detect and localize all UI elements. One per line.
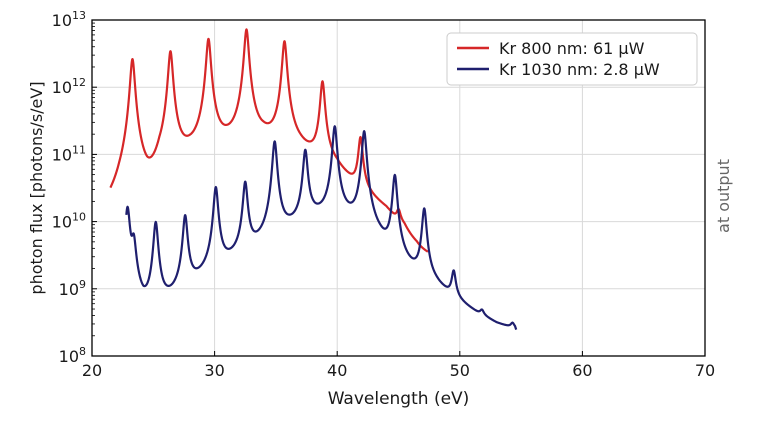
y-tick-label: 108 bbox=[59, 345, 86, 366]
legend-label: Kr 1030 nm: 2.8 μW bbox=[499, 60, 660, 79]
y-tick-label: 109 bbox=[59, 278, 86, 299]
y-tick-label: 1010 bbox=[52, 211, 86, 232]
legend-box bbox=[446, 32, 698, 86]
x-tick-label: 50 bbox=[450, 361, 470, 380]
x-tick-label: 20 bbox=[82, 361, 102, 380]
legend-label: Kr 800 nm: 61 μW bbox=[499, 39, 645, 58]
x-axis-label: Wavelength (eV) bbox=[328, 389, 470, 409]
x-tick-label: 60 bbox=[572, 361, 592, 380]
y-axis-label: photon flux [photons/s/eV] bbox=[27, 81, 46, 294]
series-line-2 bbox=[125, 125, 518, 330]
legend: Kr 800 nm: 61 μW Kr 1030 nm: 2.8 μW bbox=[446, 32, 698, 86]
y-tick-label: 1011 bbox=[52, 143, 86, 164]
y-tick-label: 1012 bbox=[52, 76, 86, 97]
x-tick-label: 40 bbox=[327, 361, 347, 380]
plot-frame bbox=[91, 19, 706, 357]
series-line-1 bbox=[109, 28, 429, 253]
side-label: at output bbox=[714, 159, 733, 233]
tick-layer: 20 30 40 50 60 70 108 109 1010 1011 1012 1013 bbox=[52, 9, 716, 380]
series-layer bbox=[109, 28, 518, 330]
x-tick-label: 30 bbox=[204, 361, 224, 380]
y-tick-label: 1013 bbox=[52, 9, 86, 30]
x-tick-label: 70 bbox=[695, 361, 715, 380]
